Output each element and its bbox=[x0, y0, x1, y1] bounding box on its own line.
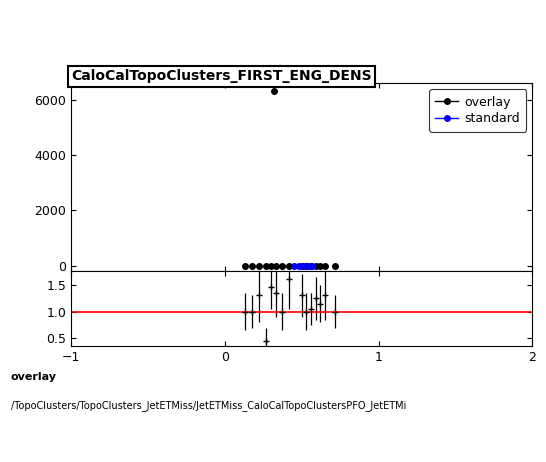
Text: CaloCalTopoClusters_FIRST_ENG_DENS: CaloCalTopoClusters_FIRST_ENG_DENS bbox=[71, 69, 372, 83]
Text: /TopoClusters/TopoClusters_JetETMiss/JetETMiss_CaloCalTopoClustersPFO_JetETMi: /TopoClusters/TopoClusters_JetETMiss/Jet… bbox=[11, 400, 406, 411]
Legend: overlay, standard: overlay, standard bbox=[429, 90, 526, 132]
Text: overlay: overlay bbox=[11, 372, 57, 382]
